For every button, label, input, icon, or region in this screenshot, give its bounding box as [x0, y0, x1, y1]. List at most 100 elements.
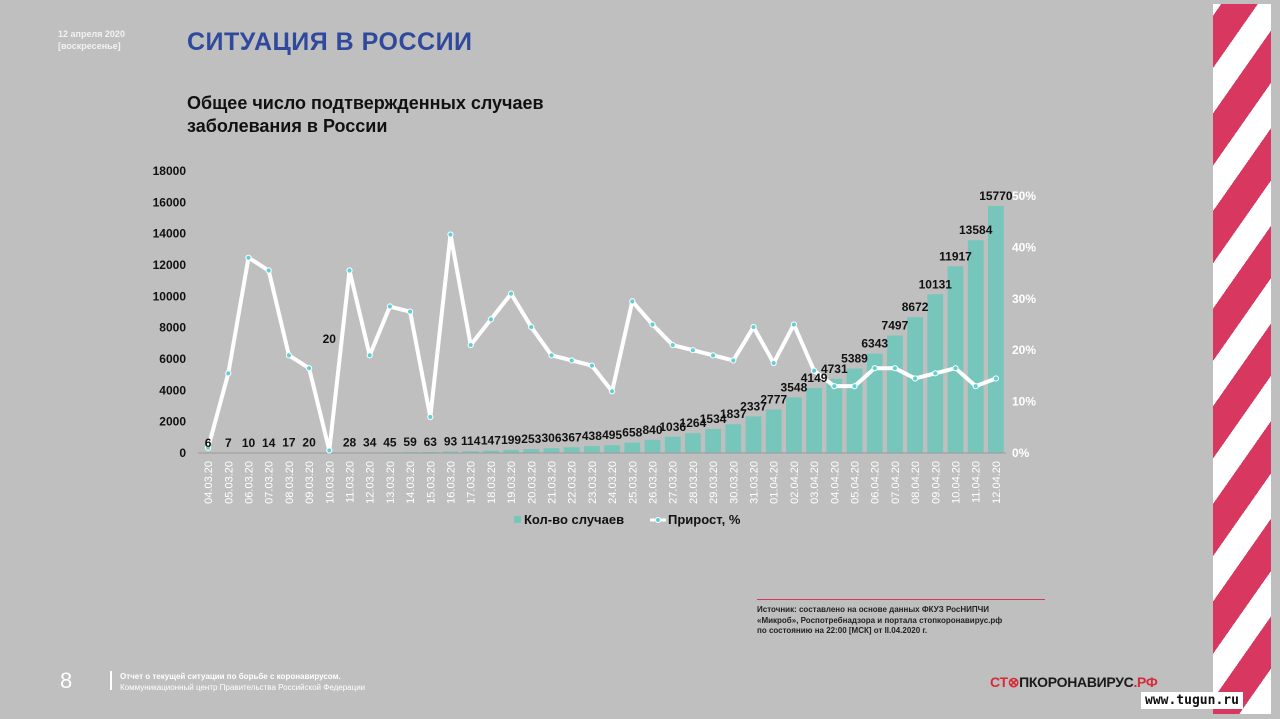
growth-point	[285, 352, 292, 359]
x-tick-label: 08.03.20	[284, 461, 296, 504]
bar	[806, 387, 822, 453]
y-left-tick-label: 12000	[153, 258, 187, 272]
growth-point	[710, 352, 717, 359]
y-left-tick-label: 4000	[159, 383, 186, 397]
page-title: СИТУАЦИЯ В РОССИИ	[187, 28, 473, 56]
bar	[988, 205, 1004, 453]
x-tick-label: 31.03.20	[749, 461, 761, 504]
x-tick-label: 14.03.20	[405, 461, 417, 504]
data-label: 658	[622, 426, 642, 440]
legend-line-marker	[655, 517, 661, 523]
bar	[826, 378, 843, 453]
data-label: 495	[602, 428, 622, 442]
y-right-tick-label: 30%	[1012, 292, 1036, 306]
x-tick-label: 19.03.20	[506, 461, 518, 504]
data-label: 93	[444, 435, 458, 449]
date-line: 12 апреля 2020	[58, 29, 125, 39]
x-tick-label: 12.03.20	[365, 461, 377, 504]
data-label: 1036	[659, 420, 686, 434]
bar	[644, 439, 661, 453]
data-label: 34	[363, 435, 377, 449]
x-tick-label: 11.03.20	[345, 461, 357, 503]
growth-point	[346, 267, 353, 274]
data-label: 2337	[740, 399, 767, 413]
growth-point	[205, 444, 212, 451]
y-left-tick-label: 18000	[153, 164, 187, 178]
y-right-tick-label: 20%	[1012, 343, 1036, 357]
growth-point	[831, 383, 838, 390]
data-label: 6343	[861, 337, 888, 351]
bar	[887, 335, 903, 453]
growth-point	[811, 367, 818, 374]
data-label: 7497	[882, 319, 909, 333]
growth-point	[912, 375, 919, 382]
data-label: 63	[424, 435, 438, 449]
report-date: 12 апреля 2020 [воскресенье]	[58, 28, 125, 52]
logo-part-2: ПКОРОНАВИРУС	[1019, 674, 1134, 690]
bar	[765, 409, 782, 453]
growth-point	[508, 290, 515, 297]
data-label: 13584	[959, 223, 993, 237]
data-label: 367	[562, 430, 582, 444]
bar	[907, 317, 923, 453]
logo-part-1: СТ	[990, 674, 1008, 690]
growth-point	[891, 365, 899, 372]
data-label: 7	[225, 436, 232, 450]
data-label: 10	[242, 436, 256, 450]
growth-line	[206, 232, 997, 453]
x-tick-label: 06.04.20	[870, 461, 882, 504]
data-label: 8672	[902, 300, 929, 314]
bar	[745, 416, 762, 453]
x-tick-label: 04.03.20	[203, 461, 215, 504]
x-tick-label: 21.03.20	[547, 461, 559, 504]
x-tick-label: 02.04.20	[789, 461, 801, 504]
x-tick-label: 29.03.20	[708, 461, 720, 504]
data-label: 11917	[939, 249, 972, 263]
growth-point	[427, 413, 434, 421]
data-label: 3548	[781, 380, 808, 394]
growth-point	[851, 383, 858, 390]
growth-point	[871, 365, 878, 372]
bar	[462, 451, 479, 453]
x-tick-label: 05.03.20	[223, 461, 235, 504]
source-divider	[757, 599, 1045, 600]
cases-chart: 0 2000 4000 6000 8000 10000 12000 14000 16000 180…	[153, 164, 1037, 527]
data-label: 4149	[801, 371, 828, 385]
footer-divider	[110, 671, 112, 690]
x-tick-label: 10.04.20	[951, 461, 963, 504]
footer-line-2: Коммуникационный центр Правительства Рос…	[120, 683, 366, 692]
chart-title-line-2: заболевания в России	[187, 116, 388, 136]
footer-line-1: Отчет о текущей ситуации по борьбе с кор…	[120, 672, 341, 681]
data-label: 1264	[680, 416, 707, 430]
growth-point	[790, 321, 798, 328]
bar	[584, 446, 600, 453]
data-label: 59	[403, 435, 417, 449]
x-tick-label: 23.03.20	[587, 461, 599, 504]
growth-point	[568, 357, 575, 364]
y-left-tick-label: 8000	[159, 321, 186, 335]
data-label: 45	[383, 435, 397, 449]
data-label: 5389	[841, 352, 868, 366]
chart-title-line-1: Общее число подтвержденных случаев	[187, 93, 544, 113]
data-label: 28	[343, 436, 357, 450]
page-number: 8	[60, 668, 73, 693]
y-left-tick-label: 14000	[153, 227, 187, 241]
bar	[604, 445, 620, 453]
growth-point	[972, 383, 979, 390]
weekday-line: [воскресенье]	[58, 41, 121, 51]
y-right-tick-label: 10%	[1012, 395, 1036, 409]
data-label: 20	[302, 436, 316, 450]
legend-bar-swatch	[514, 516, 521, 523]
data-label: 20	[323, 332, 337, 346]
growth-point	[265, 267, 272, 274]
bar	[866, 353, 883, 453]
x-tick-label: 01.04.20	[769, 461, 781, 504]
y-left-tick-label: 6000	[159, 352, 186, 366]
x-tick-label: 15.03.20	[425, 461, 437, 504]
logo-part-3: .РФ	[1133, 674, 1158, 690]
virus-icon: ⊗	[1007, 674, 1020, 690]
bar	[947, 266, 964, 453]
chart-title: Общее число подтвержденных случаев забол…	[187, 92, 607, 138]
data-label: 306	[541, 431, 561, 445]
